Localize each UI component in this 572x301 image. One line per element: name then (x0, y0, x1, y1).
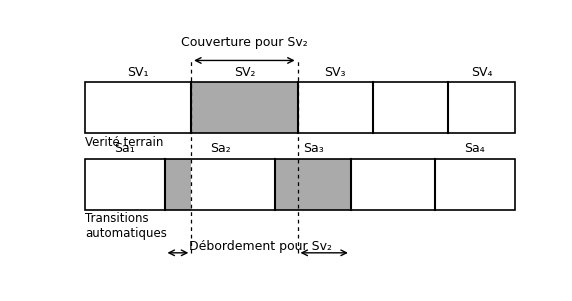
Text: Transitions
automatiques: Transitions automatiques (85, 212, 166, 240)
Text: Verité terrain: Verité terrain (85, 136, 163, 149)
Bar (165, 159, 191, 210)
Text: SV₂: SV₂ (233, 66, 255, 79)
Text: Débordement pour Sv₂: Débordement pour Sv₂ (189, 240, 332, 253)
Text: Couverture pour Sv₂: Couverture pour Sv₂ (181, 36, 308, 49)
Bar (276, 159, 351, 210)
Text: Sa₁: Sa₁ (114, 142, 135, 156)
Bar (85, 159, 515, 210)
Text: Sa₃: Sa₃ (303, 142, 324, 156)
Text: Sa₄: Sa₄ (464, 142, 485, 156)
Text: SV₄: SV₄ (471, 66, 492, 79)
Bar (191, 82, 297, 133)
Text: Sa₂: Sa₂ (209, 142, 231, 156)
Bar (85, 82, 515, 133)
Text: SV₁: SV₁ (127, 66, 149, 79)
Text: SV₃: SV₃ (324, 66, 346, 79)
